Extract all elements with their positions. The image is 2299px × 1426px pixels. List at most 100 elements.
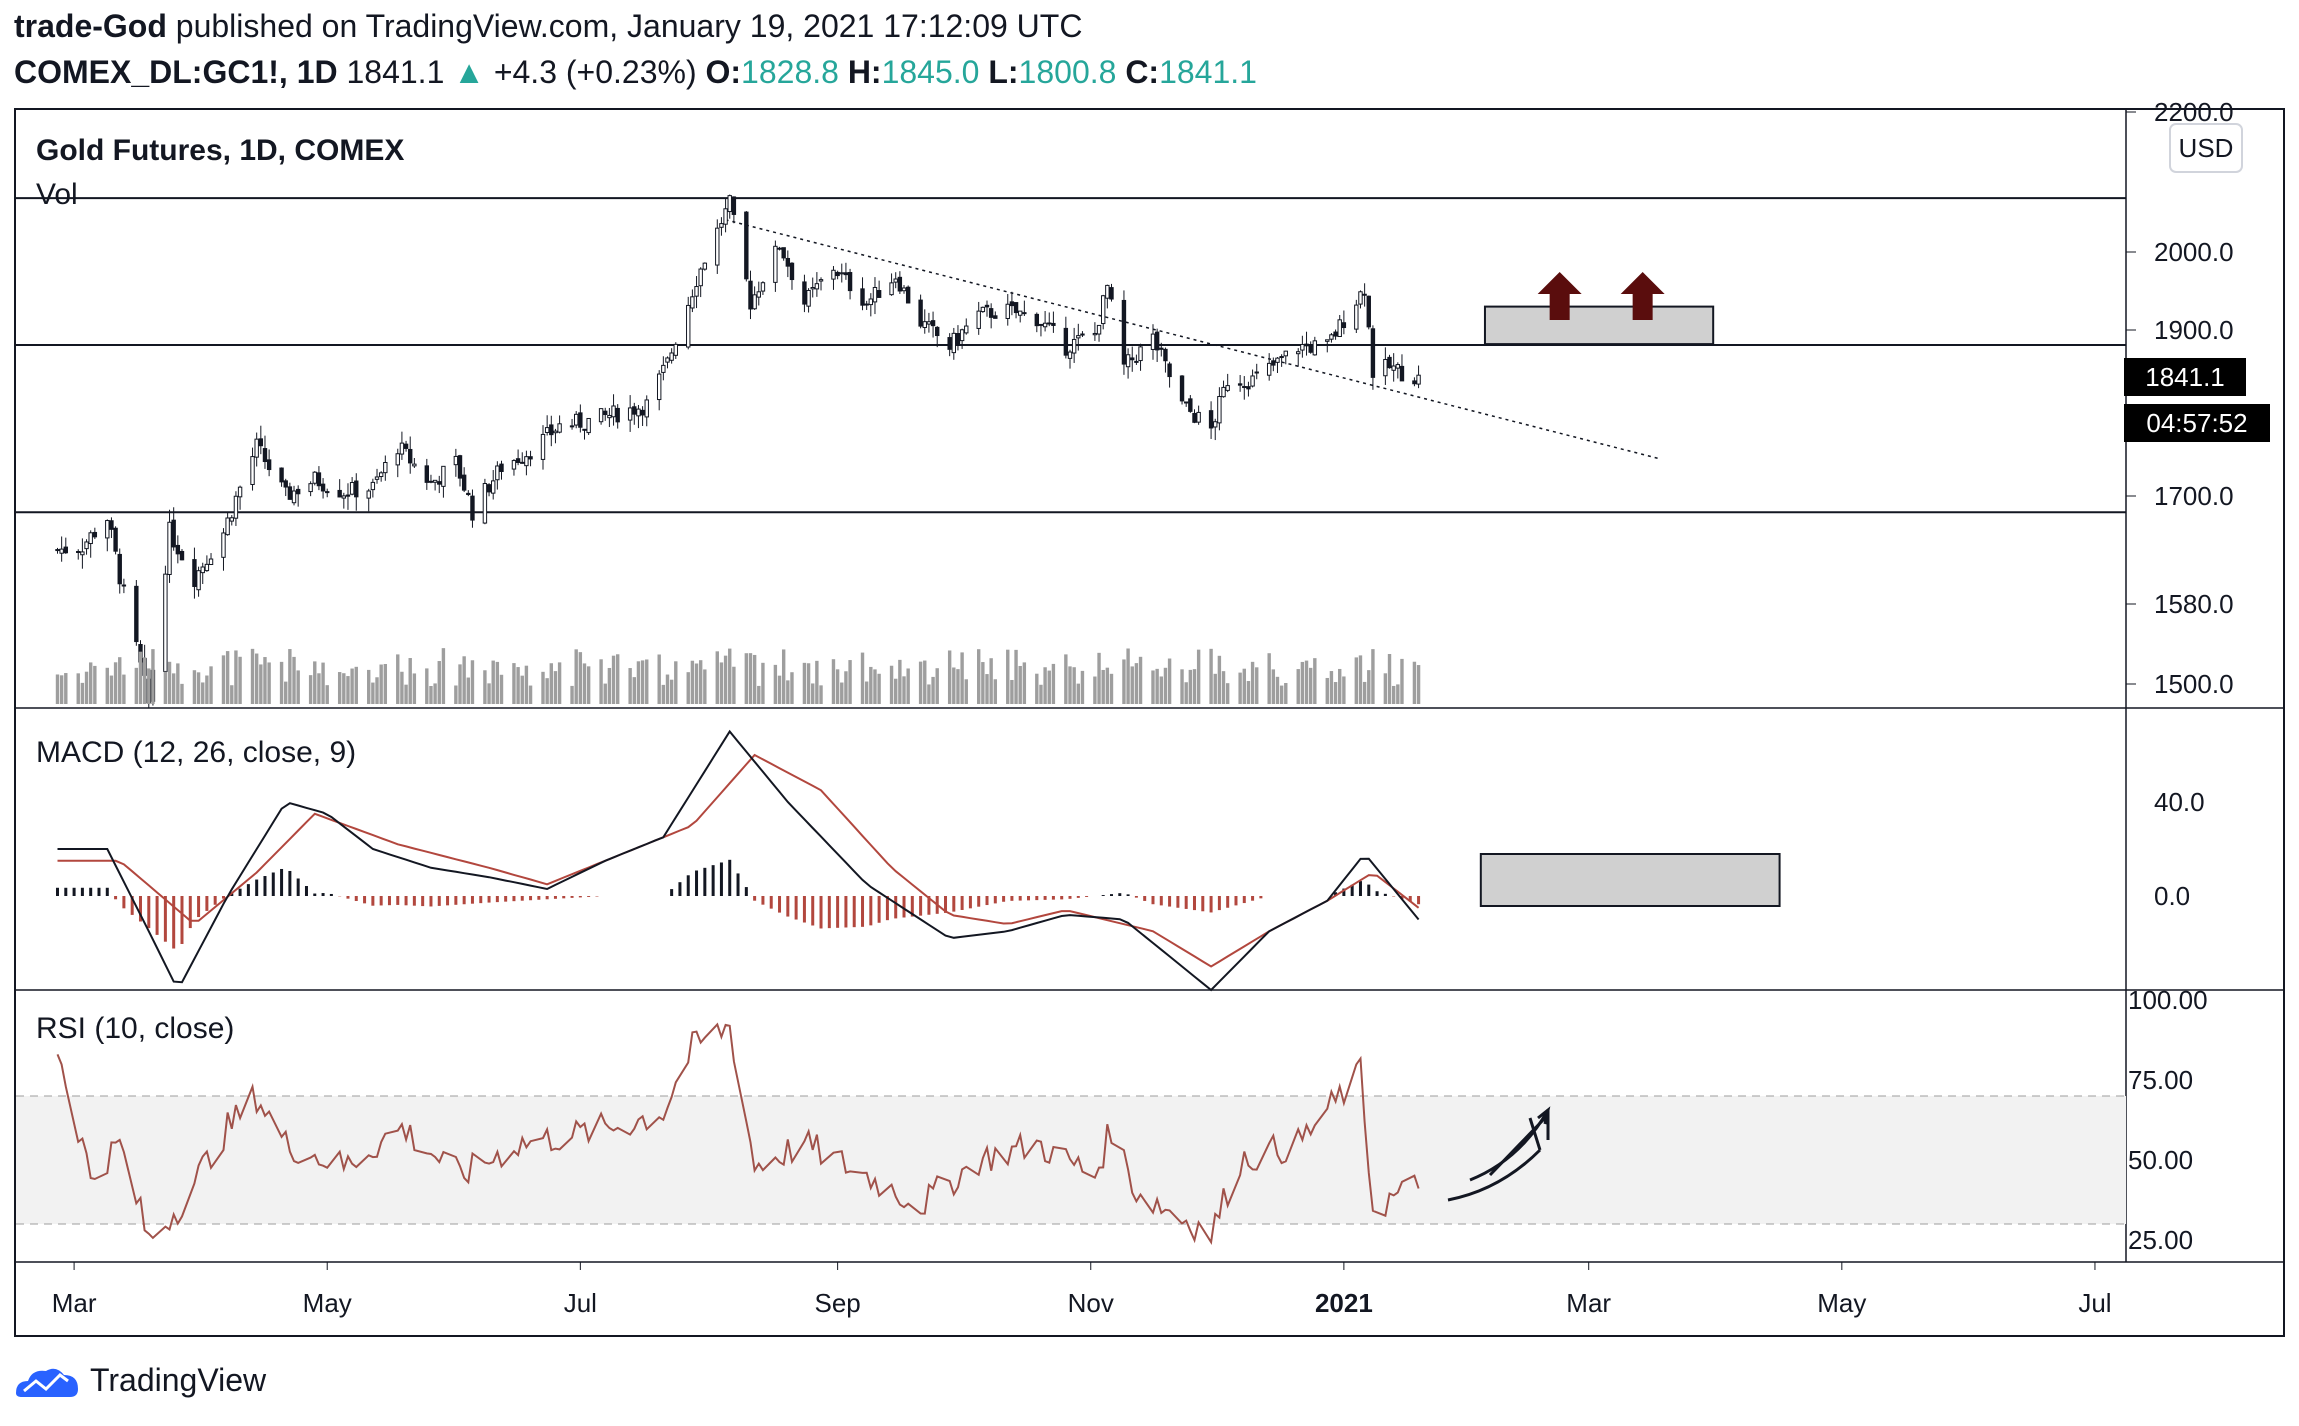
volume-bar bbox=[1209, 648, 1213, 704]
currency-button[interactable]: USD bbox=[2169, 123, 2243, 173]
candle-body bbox=[951, 332, 957, 354]
macd-histogram-bar bbox=[404, 896, 408, 906]
candle-body bbox=[993, 315, 998, 319]
candle-body bbox=[437, 481, 442, 485]
volume-bar bbox=[1371, 649, 1375, 704]
candle-body bbox=[901, 287, 907, 292]
candle-body bbox=[905, 286, 911, 304]
volume-bar bbox=[1051, 663, 1056, 704]
candle-body bbox=[1225, 385, 1230, 391]
candle-body bbox=[262, 448, 268, 463]
candle-body bbox=[540, 433, 546, 460]
volume-bar bbox=[1396, 684, 1400, 704]
symbol-label: COMEX_DL:GC1!, 1D bbox=[14, 54, 338, 90]
volume-bar bbox=[549, 663, 553, 704]
tradingview-footer[interactable]: TradingView bbox=[14, 1362, 266, 1399]
macd-histogram-bar bbox=[1367, 884, 1371, 896]
volume-bar bbox=[1329, 671, 1334, 704]
candle-body bbox=[233, 495, 239, 519]
candle-body bbox=[781, 247, 786, 259]
volume-bar bbox=[466, 677, 471, 704]
macd-histogram-bar bbox=[205, 896, 209, 911]
volume-bar bbox=[952, 667, 956, 704]
candle-body bbox=[872, 286, 878, 303]
candle-body bbox=[320, 483, 326, 492]
candle-body bbox=[76, 550, 81, 553]
volume-bar bbox=[88, 662, 93, 704]
candle-body bbox=[773, 245, 778, 283]
candle-body bbox=[897, 276, 903, 292]
volume-bar bbox=[1043, 667, 1047, 704]
volume-bar bbox=[1367, 670, 1371, 704]
macd-histogram-bar bbox=[462, 896, 466, 905]
price-tick-label: 1580.0 bbox=[2154, 589, 2234, 619]
candle-body bbox=[117, 553, 122, 585]
candle-body bbox=[63, 546, 68, 554]
macd-histogram-bar bbox=[1002, 896, 1006, 902]
candle-body bbox=[1163, 348, 1168, 362]
time-tick-label: May bbox=[1817, 1288, 1866, 1318]
macd-histogram-bar bbox=[1201, 896, 1205, 912]
candle-body bbox=[814, 283, 820, 290]
macd-histogram-bar bbox=[255, 879, 259, 896]
volume-bar bbox=[848, 660, 852, 704]
macd-histogram-bar bbox=[894, 896, 898, 919]
volume-bar bbox=[674, 661, 678, 704]
volume-bar bbox=[1279, 685, 1284, 704]
volume-bar bbox=[441, 648, 446, 704]
candle-body bbox=[980, 306, 986, 313]
volume-bar bbox=[147, 668, 151, 704]
macd-histogram-bar bbox=[1118, 893, 1122, 896]
candle-body bbox=[408, 448, 413, 464]
macd-histogram-bar bbox=[271, 872, 275, 896]
candle-body bbox=[777, 247, 782, 250]
candle-body bbox=[134, 585, 139, 643]
volume-bar bbox=[205, 675, 209, 704]
macd-histogram-bar bbox=[1234, 896, 1238, 906]
volume-bar bbox=[1242, 668, 1246, 704]
volume-bar bbox=[1391, 685, 1396, 704]
volume-bar bbox=[84, 671, 89, 704]
macd-histogram-bar bbox=[163, 896, 167, 942]
candle-body bbox=[1300, 343, 1305, 351]
volume-bar bbox=[437, 661, 441, 704]
candle-body bbox=[694, 286, 699, 297]
author-name[interactable]: trade-God bbox=[14, 8, 167, 44]
volume-bar bbox=[325, 685, 329, 704]
change-arrow-icon: ▲ bbox=[453, 54, 485, 90]
volume-bar bbox=[367, 669, 371, 704]
macd-histogram-bar bbox=[811, 896, 815, 926]
volume-bar bbox=[55, 674, 60, 704]
volume-bar bbox=[1225, 683, 1230, 704]
volume-bar bbox=[1126, 648, 1130, 704]
macd-histogram-bar bbox=[1334, 892, 1338, 896]
candle-body bbox=[109, 520, 114, 530]
candle-body bbox=[673, 343, 678, 356]
price-tick-label: 1700.0 bbox=[2154, 481, 2234, 511]
volume-bar bbox=[835, 669, 840, 704]
volume-bar bbox=[981, 662, 985, 704]
macd-histogram-bar bbox=[1350, 884, 1354, 896]
candle-body bbox=[345, 494, 351, 497]
candle-body bbox=[470, 495, 475, 521]
macd-histogram-bar bbox=[786, 896, 790, 917]
macd-histogram-bar bbox=[1035, 896, 1039, 901]
volume-bar bbox=[163, 671, 168, 704]
volume-bar bbox=[840, 682, 844, 704]
candle-body bbox=[1250, 375, 1255, 387]
volume-bar bbox=[1246, 681, 1251, 704]
candle-body bbox=[1034, 313, 1040, 327]
volume-bar bbox=[1018, 665, 1022, 704]
macd-histogram-bar bbox=[1051, 896, 1055, 900]
macd-histogram-bar bbox=[1242, 896, 1246, 904]
candle-body bbox=[686, 304, 691, 348]
volume-bar bbox=[906, 668, 910, 704]
macd-histogram-bar bbox=[1010, 896, 1014, 901]
candle-body bbox=[1105, 284, 1110, 299]
candle-body bbox=[1266, 362, 1272, 376]
volume-bar bbox=[1167, 658, 1172, 704]
candle-body bbox=[922, 321, 927, 329]
candle-body bbox=[1009, 301, 1015, 307]
candle-body bbox=[756, 291, 761, 298]
